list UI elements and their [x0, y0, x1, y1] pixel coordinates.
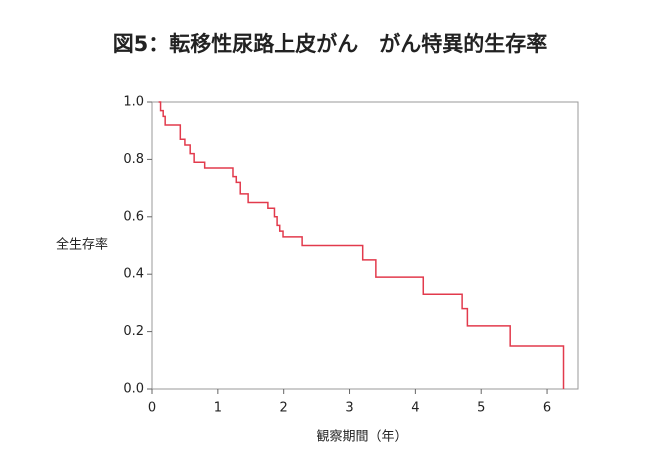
y-tick-label: 1.0	[123, 95, 144, 110]
x-tick-label: 0	[148, 401, 156, 416]
x-tick-label: 1	[214, 401, 222, 416]
x-axis-label: 観察期間（年）	[316, 430, 407, 445]
y-axis-label: 全生存率	[56, 237, 108, 253]
chart-title: 図5：転移性尿路上皮がん がん特異的生存率	[113, 32, 548, 56]
y-tick-label: 0.8	[123, 152, 144, 167]
y-tick-label: 0.4	[123, 267, 144, 282]
survival-curve	[158, 101, 565, 389]
plot-frame	[151, 101, 579, 390]
y-tick-label: 0.2	[123, 324, 144, 339]
x-tick-label: 6	[543, 401, 551, 416]
x-tick-label: 4	[411, 401, 419, 416]
y-tick-label: 0.6	[123, 209, 144, 224]
x-tick-label: 5	[477, 401, 485, 416]
x-tick-label: 2	[280, 401, 288, 416]
y-tick-label: 0.0	[123, 382, 144, 397]
x-tick-label: 3	[345, 401, 353, 416]
